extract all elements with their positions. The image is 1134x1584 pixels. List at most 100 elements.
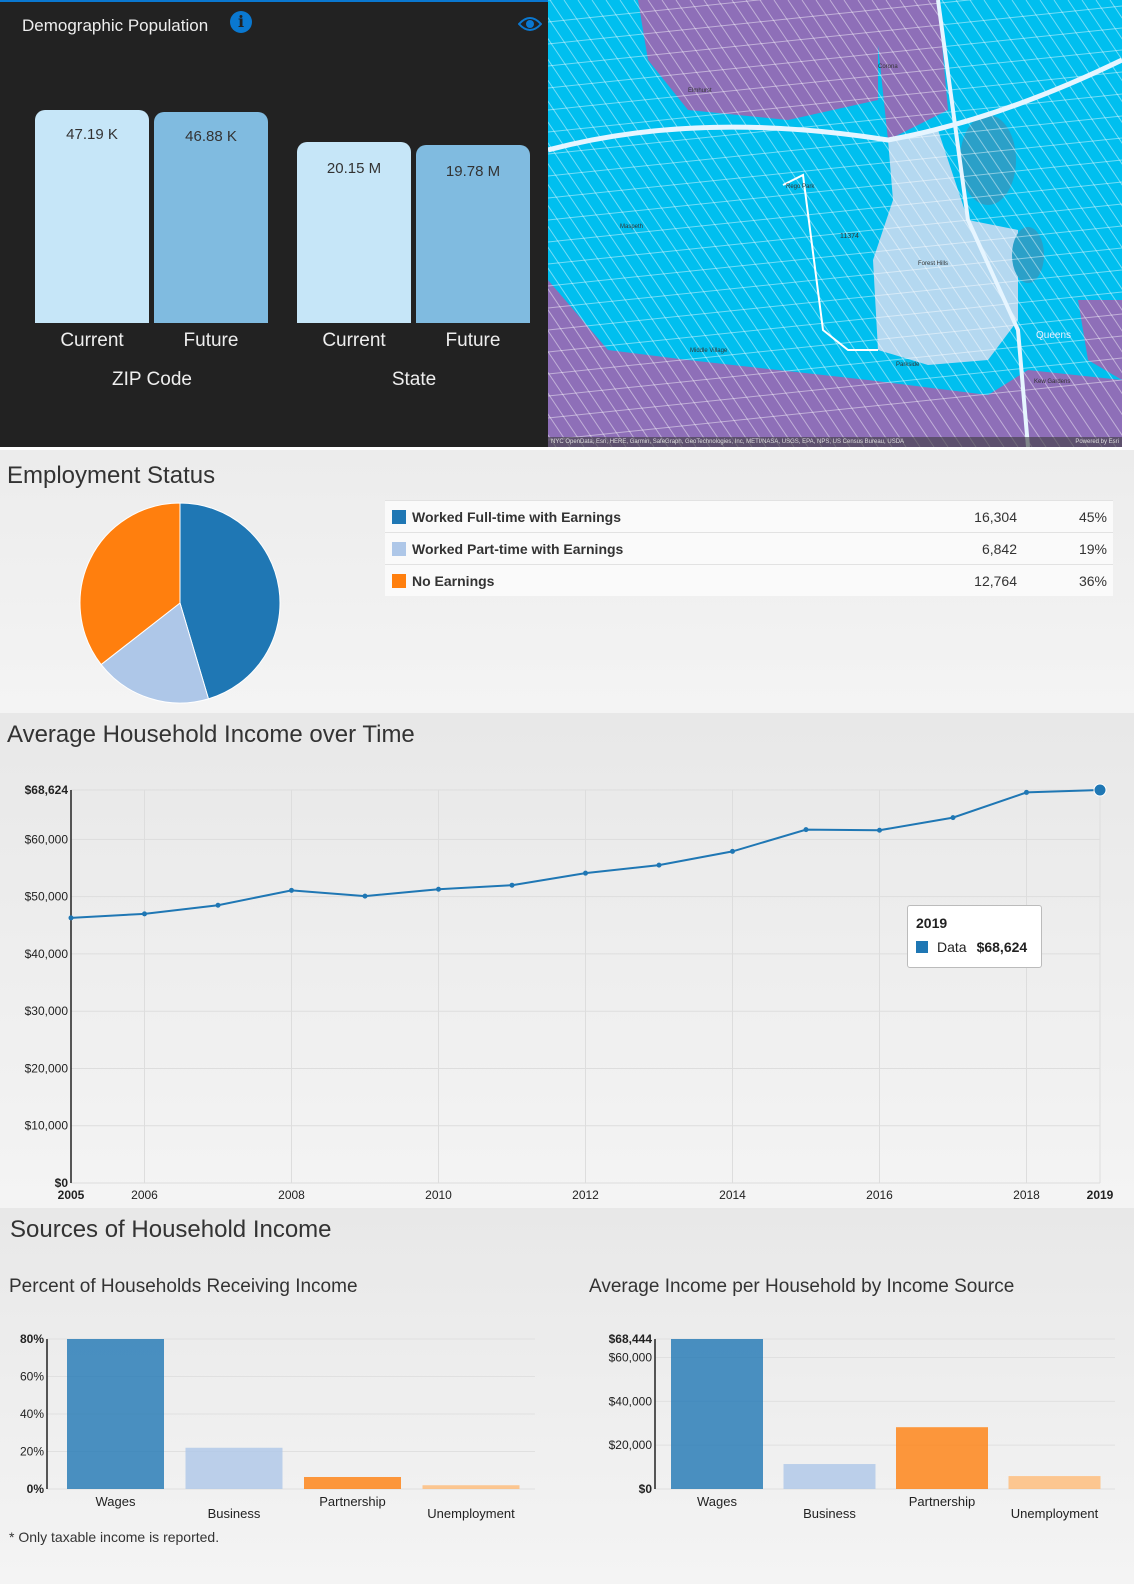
data-point <box>362 893 368 899</box>
street-line <box>548 291 1122 353</box>
bar-label: Future <box>183 330 239 351</box>
panel-title: Demographic Population <box>22 16 209 35</box>
street-line <box>773 0 1075 447</box>
income-sources-section: Sources of Household Income Percent of H… <box>0 1208 1134 1584</box>
chart-tooltip: 2019 Data $68,624 <box>907 905 1042 968</box>
y-tick-label: $40,000 <box>609 1394 653 1408</box>
tooltip-title: 2019 <box>916 915 948 931</box>
street-line <box>731 0 1033 447</box>
demographic-population-panel: Demographic Population i 47.19 K Current 4… <box>0 0 548 447</box>
data-point <box>730 848 735 854</box>
x-category-label: Wages <box>697 1494 737 1509</box>
legend-swatch <box>392 541 406 556</box>
info-icon[interactable]: i <box>230 11 252 33</box>
population-bar[interactable]: 47.19 K <box>35 110 149 323</box>
bar-label: Current <box>60 330 124 351</box>
street-line <box>591 0 893 447</box>
street-line <box>548 79 795 447</box>
street-line <box>548 16 837 447</box>
legend-label: No Earnings <box>412 572 495 589</box>
bar <box>304 1477 401 1489</box>
x-tick-label: 2016 <box>866 1188 893 1202</box>
legend-label: Worked Full-time with Earnings <box>412 508 621 525</box>
street-line <box>548 5 1122 67</box>
legend-row[interactable]: Worked Full-time with Earnings 16,304 45% <box>385 500 1113 532</box>
map-canvas[interactable]: 11374 Forest Hills Rego Park Maspeth Mid… <box>548 0 1122 447</box>
section-title: Employment Status <box>7 462 216 489</box>
legend-label: Worked Part-time with Earnings <box>412 540 624 557</box>
y-tick-label: $40,000 <box>25 947 69 961</box>
legend-value: 16,304 <box>974 508 1017 525</box>
population-bar[interactable]: 20.15 M <box>297 142 411 323</box>
data-point <box>289 887 294 893</box>
y-tick-label: $20,000 <box>609 1438 653 1452</box>
street-line <box>548 225 1122 287</box>
street-line <box>871 0 1122 374</box>
street-line <box>675 0 977 447</box>
x-category-label: Partnership <box>319 1494 385 1509</box>
eye-icon[interactable] <box>518 16 542 32</box>
data-point <box>583 870 588 876</box>
street-line <box>605 0 907 447</box>
x-tick-label: 2010 <box>425 1188 452 1202</box>
street-line <box>703 0 1005 447</box>
street-line <box>983 0 1122 207</box>
x-tick-label: 2014 <box>719 1188 746 1202</box>
map-label: Elmhurst <box>688 88 712 94</box>
map-label: Queens <box>1036 330 1071 341</box>
data-point <box>1024 789 1029 795</box>
street-line <box>548 247 1122 309</box>
street-line <box>815 0 1117 447</box>
street-line <box>885 0 1122 353</box>
bar <box>1008 1476 1101 1489</box>
y-tick-label: $30,000 <box>25 1004 69 1018</box>
legend-row[interactable]: Worked Part-time with Earnings 6,842 19% <box>385 532 1113 564</box>
street-line <box>759 0 1061 447</box>
street-line <box>548 379 1122 441</box>
street-line <box>548 37 823 447</box>
bar <box>422 1485 520 1489</box>
employment-status-section: Employment Status Worked Full-time with … <box>0 450 1134 713</box>
map-attribution: NYC OpenData, Esri, HERE, Garmin, SafeGr… <box>548 437 1122 447</box>
street-line <box>549 0 851 447</box>
x-tick-label: 2019 <box>1087 1188 1114 1202</box>
street-line <box>548 100 781 447</box>
data-point <box>1093 783 1107 797</box>
street-line <box>548 203 1122 265</box>
x-tick-label: 2008 <box>278 1188 305 1202</box>
street-line <box>548 27 1122 89</box>
tooltip-value: $68,624 <box>976 939 1028 955</box>
street-line <box>927 0 1122 290</box>
street-line <box>548 181 1122 243</box>
bar <box>671 1339 763 1489</box>
map-label: Kew Gardens <box>1034 379 1070 385</box>
street-line <box>619 0 921 447</box>
street-line <box>548 246 683 447</box>
map-label: Middle Village <box>690 348 728 354</box>
street-line <box>801 0 1103 447</box>
x-tick-label: 2005 <box>58 1188 85 1202</box>
street-line <box>548 183 725 447</box>
map-label: 11374 <box>840 233 859 240</box>
income-line-chart[interactable]: $0 $10,000 $20,000 $30,000 $40,000 $50,000 $60… <box>0 713 1134 1208</box>
pie-slice <box>100 602 210 704</box>
y-tick-label: 20% <box>20 1445 44 1459</box>
population-bar[interactable]: 46.88 K <box>154 112 268 323</box>
y-tick-label: $60,000 <box>25 832 69 846</box>
tooltip-swatch <box>916 941 928 953</box>
y-tick-label: 60% <box>20 1370 44 1384</box>
legend-percent: 19% <box>1078 540 1107 557</box>
data-point <box>950 815 956 821</box>
y-tick-label: 0% <box>27 1482 45 1496</box>
y-tick-label: $0 <box>55 1176 69 1190</box>
data-point <box>436 886 441 892</box>
street-line <box>548 357 1122 419</box>
map-label: Rego Park <box>786 184 815 190</box>
population-bar[interactable]: 19.78 M <box>416 145 530 323</box>
street-line <box>787 0 1089 447</box>
street-line <box>548 159 1122 221</box>
x-category-label: Wages <box>96 1494 136 1509</box>
data-point <box>142 911 147 917</box>
legend-row[interactable]: No Earnings 12,764 36% <box>385 564 1113 596</box>
map-view[interactable]: 11374 Forest Hills Rego Park Maspeth Mid… <box>548 0 1122 447</box>
